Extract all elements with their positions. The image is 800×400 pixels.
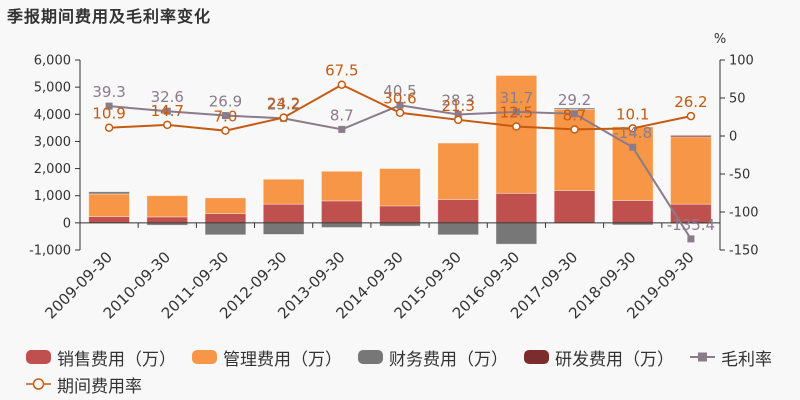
data-labels-layer: 39.3 32.6 26.9 23.2 8.7 40.5 28.3 31.7 29.2 -14.8…: [92, 62, 715, 234]
expense-rate-point: [570, 125, 579, 134]
bar-segment: [670, 136, 712, 205]
gross-margin-point: [454, 110, 462, 118]
expense-rate-point: [163, 120, 172, 130]
expense-rate-label: 12.5: [500, 104, 533, 122]
expense-rate-label: 8.7: [563, 106, 587, 124]
gross-margin-point: [338, 125, 346, 133]
gross-margin-point: [571, 110, 579, 118]
bar-segment: [437, 199, 479, 224]
bar-segment: [495, 75, 538, 194]
bar-segment: [321, 222, 363, 228]
gross-margin-point: [163, 107, 171, 115]
expense-rate-point: [221, 126, 230, 135]
bar-segment: [321, 200, 363, 224]
y-left-tick-label: 5,000: [34, 81, 71, 96]
expense-rate-label: 10.1: [616, 105, 649, 123]
expense-rate-point: [395, 108, 405, 117]
gross-margin-label: 39.3: [92, 83, 125, 101]
bar-segment: [611, 200, 654, 224]
bar-segment: [495, 192, 538, 224]
bar-segment: [321, 170, 363, 202]
gross-margin-label: 32.6: [151, 88, 184, 106]
bar-segment: [437, 142, 479, 200]
expense-rate-label: 26.2: [674, 93, 707, 111]
bar-segment: [88, 216, 130, 224]
expense-rate-point: [512, 122, 521, 131]
gross-margin-label: 28.3: [441, 91, 474, 109]
expense-rate-label: 24.2: [267, 95, 300, 113]
gross-margin-point: [221, 112, 229, 120]
bar-segment: [204, 197, 247, 215]
expense-rate-label: 10.9: [92, 105, 125, 123]
gross-margin-point: [687, 235, 695, 243]
bar-segment: [88, 193, 130, 218]
bar-segment: [379, 168, 421, 207]
gross-margin-label: 26.9: [209, 93, 242, 111]
y-left-tick-label: 0: [63, 216, 71, 231]
y-left-tick-label: 1,000: [34, 189, 71, 204]
expense-rate-label: 7.0: [214, 108, 238, 126]
expense-rate-point: [279, 113, 288, 122]
bars-layer: [88, 75, 712, 245]
y-right-tick-label: -150: [729, 244, 759, 259]
y-left-tick-label: 2,000: [34, 162, 71, 177]
y-right-tick-label: 100: [729, 54, 754, 69]
y-right-tick-label: 50: [729, 92, 746, 107]
bar-segment: [553, 107, 596, 110]
gross-margin-point: [396, 101, 404, 109]
bar-segment: [204, 222, 247, 236]
y-left-tick-label: -1,000: [29, 244, 71, 259]
bar-segment: [495, 222, 538, 245]
y-right-tick-label: 0: [729, 130, 737, 145]
expense-rate-point: [104, 123, 114, 132]
expense-rate-point: [686, 111, 696, 121]
expense-rate-label: 21.3: [441, 97, 474, 115]
bar-segment: [670, 135, 712, 138]
expense-rate-point: [628, 124, 637, 133]
gross-margin-label: 8.7: [330, 106, 354, 124]
gross-margin-label: 29.2: [558, 91, 591, 109]
y-right-tick-label: -50: [729, 168, 750, 183]
bar-segment: [437, 222, 479, 236]
y-left-tick-label: 4,000: [34, 108, 71, 123]
gross-margin-label: -14.8: [613, 124, 652, 142]
chart-title: 季报期间费用及毛利率变化: [7, 7, 212, 26]
gross-margin-label: -135.4: [667, 216, 715, 234]
gross-margin-label: 23.2: [267, 95, 300, 113]
expense-rate-label: 14.7: [151, 102, 184, 120]
bar-segment: [379, 205, 421, 224]
bar-segment: [553, 190, 596, 224]
lines-layer: [104, 80, 696, 243]
gross-margin-label: 40.5: [383, 82, 416, 100]
bar-segment: [553, 109, 596, 191]
bar-segment: [262, 203, 305, 224]
gross-margin-label: 31.7: [500, 89, 533, 107]
gross-margin-point: [105, 102, 113, 110]
bar-segment: [262, 178, 305, 205]
gross-margin-point: [629, 143, 637, 151]
bar-segment: [204, 213, 247, 224]
expense-rate-point: [453, 115, 463, 125]
expense-rate-point: [337, 80, 347, 89]
expense-rate-label: 67.5: [325, 62, 358, 80]
bar-segment: [88, 191, 130, 195]
y-right-unit-label: %: [714, 32, 726, 47]
gross-margin-point: [512, 108, 520, 116]
y-right-tick-label: -100: [729, 206, 759, 221]
bar-segment: [262, 222, 305, 235]
bar-segment: [146, 195, 189, 218]
y-left-tick-label: 3,000: [34, 135, 71, 150]
expense-rate-label: 30.6: [383, 90, 416, 108]
y-left-tick-label: 6,000: [34, 54, 71, 69]
bar-segment: [146, 216, 189, 224]
